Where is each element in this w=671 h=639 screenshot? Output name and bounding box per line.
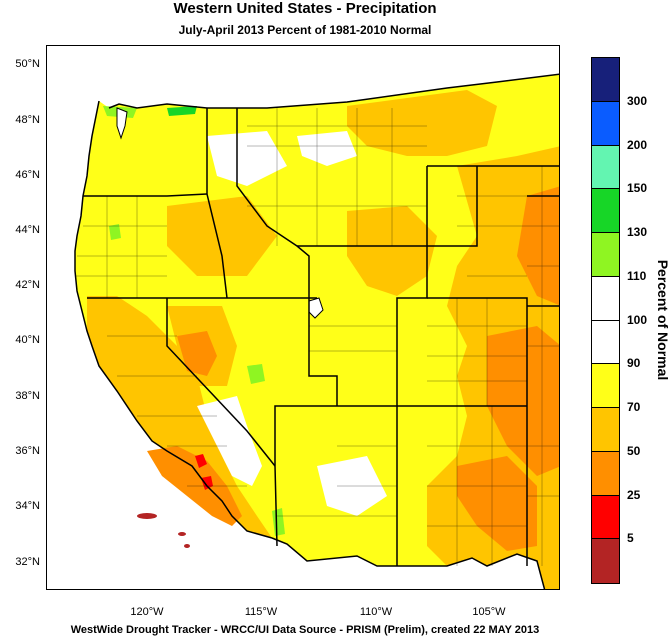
colorbar	[591, 57, 620, 584]
colorbar-label-8: 50	[627, 443, 641, 458]
zone-25-50-east	[517, 186, 559, 306]
zone-50-70-oregon	[167, 196, 277, 276]
colorbar-bin-3	[592, 189, 619, 233]
channel-island-a	[137, 513, 157, 519]
colorbar-label-5: 100	[627, 312, 648, 327]
channel-island-b	[178, 532, 186, 536]
zone-90-110-idaho	[207, 131, 287, 186]
map-title: Western United States - Precipitation	[173, 0, 437, 17]
channel-island-c	[184, 544, 190, 548]
lat-label-42n: 42°N	[15, 279, 40, 291]
lat-label-44n: 44°N	[15, 224, 40, 236]
coastline	[74, 100, 273, 539]
zone-110-130-arizona	[272, 508, 285, 536]
colorbar-label-2: 150	[627, 181, 648, 196]
lat-label-34n: 34°N	[15, 500, 40, 512]
zone-5-25-b	[201, 476, 213, 490]
colorbar-label-4: 110	[627, 268, 647, 283]
zone-25-50-newmexico	[457, 456, 537, 551]
colorbar-label-7: 70	[627, 400, 641, 414]
colorbar-label-9: 25	[627, 487, 641, 502]
lat-label-32n: 32°N	[15, 556, 40, 568]
colorbar-bin-7	[592, 364, 619, 408]
zone-90-110-nevada	[197, 396, 262, 486]
map-subtitle: July-April 2013 Percent of 1981-2010 Nor…	[178, 23, 432, 37]
map-footer: WestWide Drought Tracker - WRCC/UI Data …	[70, 624, 540, 636]
colorbar-bin-1	[592, 101, 619, 146]
colorbar-bin-4	[592, 233, 619, 277]
zone-50-70-north	[347, 90, 497, 156]
colorbar-bin-11	[592, 539, 619, 583]
zone-5-25-a	[195, 454, 207, 468]
colorbar-bin-8	[592, 408, 619, 452]
colorbar-bin-2	[592, 145, 619, 190]
colorbar-bin-9	[592, 451, 619, 496]
lat-label-38n: 38°N	[15, 390, 40, 402]
lon-label-105w: 105°W	[472, 606, 506, 618]
colorbar-label-1: 200	[627, 137, 648, 152]
lat-label-50n: 50°N	[15, 58, 40, 70]
zone-90-110-montana	[297, 131, 357, 166]
county-boundaries	[75, 108, 559, 566]
mexico-border	[271, 537, 546, 589]
lon-label-110w: 110°W	[359, 606, 393, 618]
colorbar-label-0: 300	[627, 93, 648, 108]
puget-sound	[116, 107, 128, 140]
lat-label-48n: 48°N	[15, 114, 40, 126]
zone-50-70-central	[347, 206, 437, 296]
precipitation-map	[46, 45, 560, 590]
colorbar-bin-10	[592, 495, 619, 540]
zone-110-130-oregon	[109, 224, 121, 240]
colorbar-label-3: 130	[627, 225, 648, 239]
colorbar-bin-5	[592, 276, 619, 321]
colorbar-label-6: 90	[627, 356, 641, 371]
map-canvas	[47, 46, 559, 589]
colorbar-bin-6	[592, 320, 619, 365]
lat-label-40n: 40°N	[15, 334, 40, 346]
lon-label-115w: 115°W	[244, 606, 278, 618]
zone-50-70-california	[87, 296, 272, 538]
lat-label-36n: 36°N	[15, 445, 40, 457]
zone-130-150-washington	[167, 106, 197, 116]
zone-110-130-utah	[247, 364, 265, 384]
colorbar-bin-0	[592, 58, 619, 102]
lon-label-120w: 120°W	[130, 606, 164, 618]
colorbar-title: Percent of Normal	[655, 259, 671, 381]
zone-25-50-colorado	[487, 326, 559, 476]
zone-25-50-nevada	[177, 331, 217, 376]
lat-label-46n: 46°N	[15, 169, 40, 181]
colorbar-label-10: 5	[627, 531, 634, 546]
